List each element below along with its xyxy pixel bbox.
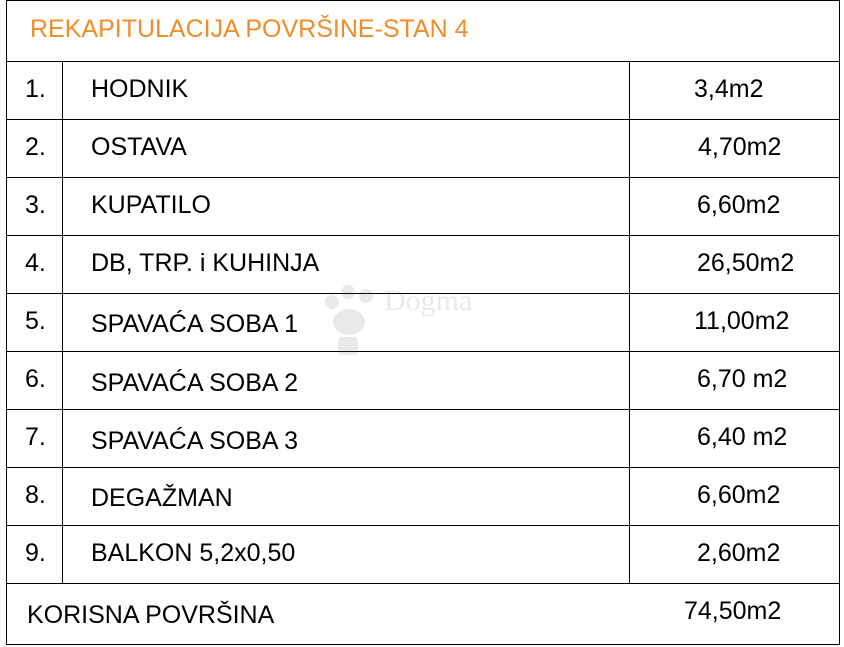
total-label: KORISNA POVRŠINA (27, 601, 275, 629)
row-number: 8. (25, 481, 46, 509)
row-number-cell: 1. (7, 62, 63, 119)
paw-icon (325, 285, 373, 355)
room-name: HODNIK (91, 75, 189, 103)
room-area: 11,00m2 (694, 307, 790, 335)
room-area: 6,60m2 (697, 481, 781, 509)
room-area-cell: 6,70 m2 (630, 352, 839, 409)
table-row: 9. BALKON 5,2x0,50 2,60m2 (7, 526, 839, 584)
room-name: SPAVAĆA SOBA 1 (91, 310, 299, 338)
room-area-cell: 4,70m2 (630, 120, 839, 177)
room-area: 26,50m2 (697, 249, 795, 277)
room-name-cell: SPAVAĆA SOBA 3 (63, 410, 630, 467)
table-title: REKAPITULACIJA POVRŠINE-STAN 4 (30, 15, 469, 43)
room-area-cell: 26,50m2 (630, 236, 839, 293)
row-number: 9. (25, 539, 46, 567)
row-number-cell: 7. (7, 410, 63, 467)
table-row: 8. DEGAŽMAN 6,60m2 (7, 468, 839, 526)
watermark-text: Dogma (384, 284, 473, 317)
table-row: 6. SPAVAĆA SOBA 2 6,70 m2 (7, 352, 839, 410)
room-name: OSTAVA (91, 133, 187, 161)
room-name-cell: SPAVAĆA SOBA 2 (63, 352, 630, 409)
room-area-cell: 3,4m2 (630, 62, 839, 119)
row-number: 3. (25, 191, 46, 219)
row-number: 4. (25, 249, 46, 277)
table-row: 1. HODNIK 3,4m2 (7, 62, 839, 120)
row-number: 5. (25, 307, 46, 335)
room-name-cell: SPAVAĆA SOBA 1 (63, 294, 630, 351)
room-name-cell: OSTAVA (63, 120, 630, 177)
table-row: 5. SPAVAĆA SOBA 1 11,00m2 (7, 294, 839, 352)
table-row: 2. OSTAVA 4,70m2 (7, 120, 839, 178)
room-area: 2,60m2 (697, 539, 781, 567)
room-area-cell: 6,60m2 (630, 468, 839, 525)
row-number: 2. (25, 133, 46, 161)
row-number: 7. (25, 423, 46, 451)
watermark: Dogma (318, 282, 538, 362)
room-area: 6,40 m2 (697, 423, 788, 451)
row-number-cell: 2. (7, 120, 63, 177)
row-number: 1. (25, 75, 46, 103)
table-row: 7. SPAVAĆA SOBA 3 6,40 m2 (7, 410, 839, 468)
room-name-cell: BALKON 5,2x0,50 (63, 526, 630, 583)
row-number-cell: 3. (7, 178, 63, 235)
room-area: 4,70m2 (698, 133, 782, 161)
room-area-cell: 6,60m2 (630, 178, 839, 235)
row-number-cell: 5. (7, 294, 63, 351)
room-area: 3,4m2 (694, 75, 764, 103)
room-area: 6,70 m2 (697, 365, 788, 393)
room-name: SPAVAĆA SOBA 2 (91, 369, 299, 397)
room-name: DEGAŽMAN (91, 484, 233, 512)
room-area-cell: 2,60m2 (630, 526, 839, 583)
table-row: 3. KUPATILO 6,60m2 (7, 178, 839, 236)
row-number-cell: 9. (7, 526, 63, 583)
table-header: REKAPITULACIJA POVRŠINE-STAN 4 (7, 1, 839, 62)
room-area: 6,60m2 (697, 191, 781, 219)
row-number-cell: 6. (7, 352, 63, 409)
total-area: 74,50m2 (684, 597, 782, 625)
room-area-cell: 6,40 m2 (630, 410, 839, 467)
room-name: KUPATILO (91, 191, 211, 219)
table-row: 4. DB, TRP. i KUHINJA 26,50m2 (7, 236, 839, 294)
row-number-cell: 8. (7, 468, 63, 525)
row-number-cell: 4. (7, 236, 63, 293)
room-name-cell: HODNIK (63, 62, 630, 119)
room-area-cell: 11,00m2 (630, 294, 839, 351)
room-name-cell: KUPATILO (63, 178, 630, 235)
room-name-cell: DEGAŽMAN (63, 468, 630, 525)
total-row: KORISNA POVRŠINA 74,50m2 (7, 584, 839, 644)
area-summary-table: REKAPITULACIJA POVRŠINE-STAN 4 1. HODNIK… (6, 0, 840, 645)
row-number: 6. (25, 365, 46, 393)
room-name: BALKON 5,2x0,50 (91, 539, 296, 567)
room-name: DB, TRP. i KUHINJA (91, 249, 320, 277)
room-name-cell: DB, TRP. i KUHINJA (63, 236, 630, 293)
room-name: SPAVAĆA SOBA 3 (91, 427, 299, 455)
